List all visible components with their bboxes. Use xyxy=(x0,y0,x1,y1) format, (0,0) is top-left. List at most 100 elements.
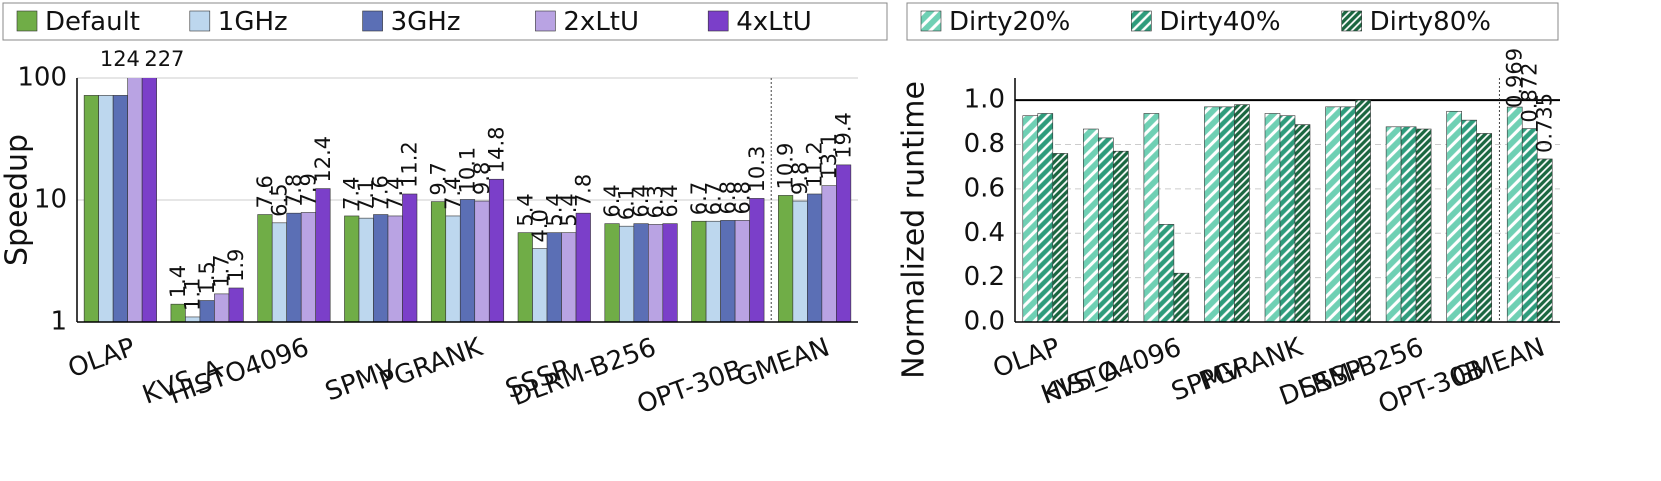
x-tick-label: OPT-30B xyxy=(633,354,747,420)
value-label: 0.969 xyxy=(1503,48,1527,108)
value-label: 6.8 xyxy=(716,181,740,214)
value-label: 7.6 xyxy=(253,175,277,208)
bars xyxy=(83,78,852,322)
y-tick-label: 1.0 xyxy=(964,85,1005,115)
bar xyxy=(1325,106,1341,322)
value-label: 6.3 xyxy=(644,185,668,218)
bar xyxy=(1446,110,1462,322)
bar xyxy=(836,164,852,322)
bar xyxy=(300,212,316,322)
value-label: 6.4 xyxy=(629,184,653,217)
legend-box xyxy=(906,2,1559,41)
bar xyxy=(315,188,331,322)
value-label: 10.1 xyxy=(456,147,480,194)
bar xyxy=(402,193,418,322)
bar xyxy=(185,316,201,322)
bar xyxy=(1204,106,1220,322)
value-label: 5.4 xyxy=(542,193,566,226)
value-label: 1.7 xyxy=(210,254,234,287)
bar xyxy=(734,220,750,322)
legend-label: 1GHz xyxy=(218,7,288,37)
legend-label: Dirty80% xyxy=(1370,7,1491,37)
bar xyxy=(604,223,620,322)
value-label: 5.4 xyxy=(557,193,581,226)
bar xyxy=(228,287,244,322)
bar xyxy=(1173,272,1190,322)
value-label: 10.9 xyxy=(774,143,798,190)
legend-label: Dirty20% xyxy=(949,7,1070,37)
legend-swatch xyxy=(362,10,383,32)
bar xyxy=(1052,153,1069,322)
value-label: 7.8 xyxy=(571,174,595,207)
bar xyxy=(1461,119,1477,322)
bar xyxy=(749,198,765,322)
value-label: 12.4 xyxy=(311,136,335,183)
bar xyxy=(170,303,186,322)
bar xyxy=(792,200,808,322)
bar xyxy=(430,201,447,322)
legend-swatch xyxy=(920,10,942,32)
bar xyxy=(1264,113,1281,322)
bar xyxy=(83,95,99,322)
bar xyxy=(1022,115,1039,322)
bar xyxy=(517,232,533,322)
legend-label: 4xLtU xyxy=(736,7,812,37)
bar xyxy=(1234,104,1250,322)
bar xyxy=(1400,126,1417,322)
value-label: 5.4 xyxy=(513,193,537,226)
bar xyxy=(1536,158,1553,322)
value-label: 6.7 xyxy=(687,182,711,215)
legend-swatch xyxy=(189,10,211,32)
bar xyxy=(1113,150,1129,322)
y-tick-label: 0.0 xyxy=(964,307,1005,337)
value-label: 6.5 xyxy=(267,183,291,216)
value-label: 11.2 xyxy=(398,141,422,188)
bar xyxy=(575,212,591,322)
value-label: 7.4 xyxy=(383,177,407,210)
bar xyxy=(1506,106,1523,322)
bar xyxy=(286,212,302,322)
value-label: 7.8 xyxy=(282,174,306,207)
bar xyxy=(821,185,837,322)
bar xyxy=(778,195,794,322)
bar xyxy=(648,224,664,322)
legend-swatch xyxy=(1131,10,1152,32)
value-label: 0.735 xyxy=(1533,93,1557,153)
bar xyxy=(1415,128,1432,322)
x-tick-label: PGRANK xyxy=(376,332,488,397)
bar xyxy=(387,215,403,322)
bar xyxy=(459,199,476,322)
bar xyxy=(619,225,635,322)
bars xyxy=(1022,99,1553,322)
bar xyxy=(1158,224,1175,322)
bar xyxy=(532,248,548,322)
bar xyxy=(1219,106,1235,322)
legend-box xyxy=(2,2,888,41)
legend-label: Dirty40% xyxy=(1159,7,1280,37)
value-label: 6.8 xyxy=(730,181,754,214)
legend-label: Default xyxy=(45,7,140,37)
value-label: 14.8 xyxy=(485,126,509,173)
value-label: 9.7 xyxy=(427,162,451,195)
value-label: 1.9 xyxy=(224,249,248,282)
value-label: 1.4 xyxy=(166,265,190,298)
value-label: 13.1 xyxy=(817,133,841,180)
bar xyxy=(633,223,649,322)
value-label: 0.872 xyxy=(1518,62,1542,122)
y-tick-label: 100 xyxy=(17,63,67,93)
bar xyxy=(1355,99,1371,322)
bar xyxy=(1294,124,1311,322)
y-axis-label: Speedup xyxy=(0,134,35,266)
bar xyxy=(474,200,490,322)
bar xyxy=(98,95,114,322)
bar xyxy=(807,193,823,322)
y-tick-label: 0.2 xyxy=(964,262,1005,292)
legend-swatch xyxy=(1341,10,1362,32)
bar xyxy=(1037,113,1054,322)
value-label: 7.1 xyxy=(354,179,378,212)
bar xyxy=(112,95,128,322)
bar xyxy=(271,222,287,322)
bar xyxy=(214,293,230,322)
bar xyxy=(720,220,736,322)
